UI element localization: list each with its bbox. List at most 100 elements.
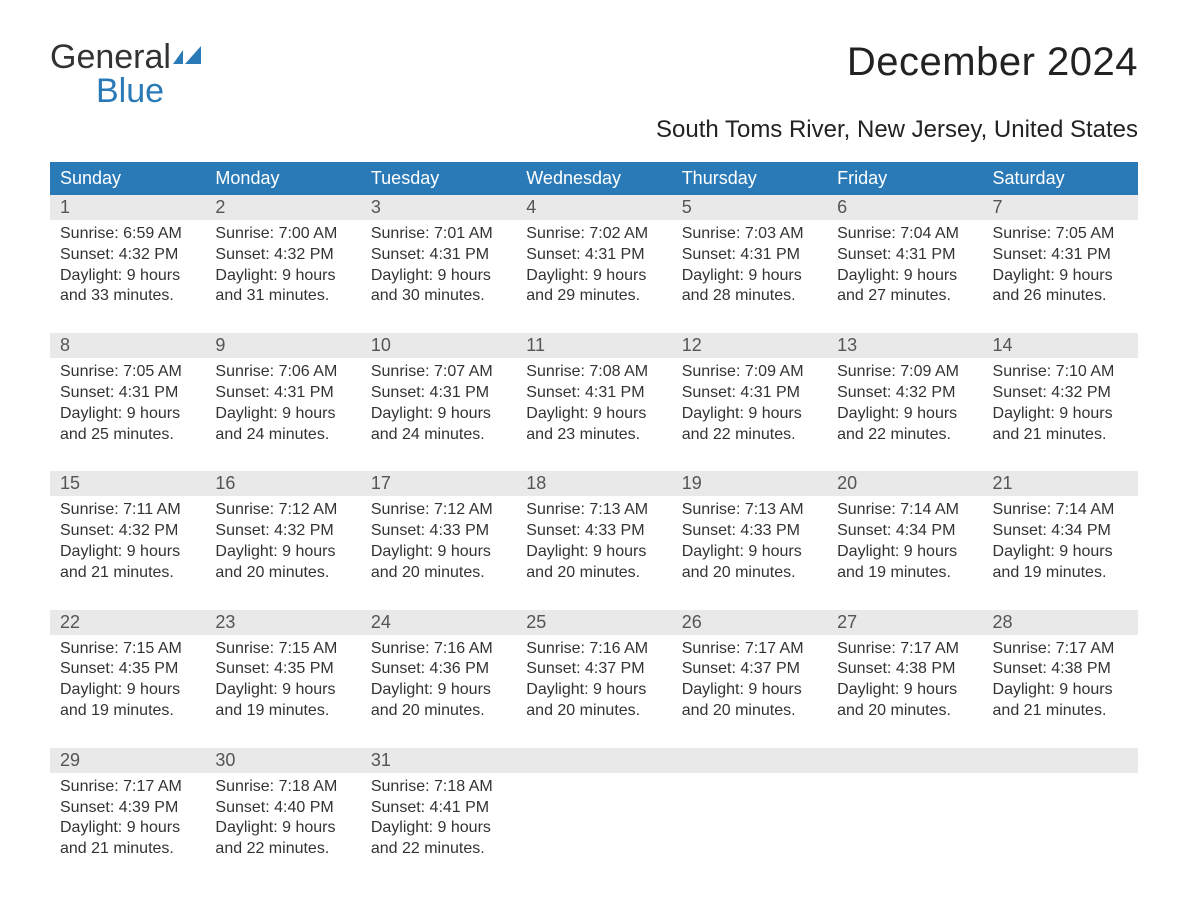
sunset-text: Sunset: 4:32 PM bbox=[60, 521, 195, 542]
sunrise-text: Sunrise: 7:17 AM bbox=[837, 639, 972, 660]
sunrise-text: Sunrise: 7:04 AM bbox=[837, 224, 972, 245]
day-number-cell: 18 bbox=[516, 471, 671, 496]
day-number-cell: 27 bbox=[827, 610, 982, 635]
day-number-cell: 7 bbox=[983, 195, 1138, 220]
day-data-cell: Sunrise: 7:17 AMSunset: 4:38 PMDaylight:… bbox=[827, 635, 982, 728]
sunrise-text: Sunrise: 7:10 AM bbox=[993, 362, 1128, 383]
day-number-cell: 25 bbox=[516, 610, 671, 635]
sunset-text: Sunset: 4:36 PM bbox=[371, 659, 506, 680]
daylight-text-2: and 22 minutes. bbox=[371, 839, 506, 860]
sunset-text: Sunset: 4:32 PM bbox=[215, 245, 350, 266]
day-data-cell: Sunrise: 7:15 AMSunset: 4:35 PMDaylight:… bbox=[205, 635, 360, 728]
day-header: Monday bbox=[205, 162, 360, 195]
daylight-text-1: Daylight: 9 hours bbox=[215, 818, 350, 839]
day-data-cell: Sunrise: 6:59 AMSunset: 4:32 PMDaylight:… bbox=[50, 220, 205, 313]
logo: General Blue bbox=[50, 40, 209, 108]
daylight-text-2: and 33 minutes. bbox=[60, 286, 195, 307]
week-spacer bbox=[50, 728, 1138, 748]
week-data-row: Sunrise: 7:11 AMSunset: 4:32 PMDaylight:… bbox=[50, 496, 1138, 589]
daylight-text-2: and 20 minutes. bbox=[682, 563, 817, 584]
daylight-text-1: Daylight: 9 hours bbox=[526, 266, 661, 287]
day-data-cell: Sunrise: 7:02 AMSunset: 4:31 PMDaylight:… bbox=[516, 220, 671, 313]
day-data-cell: Sunrise: 7:14 AMSunset: 4:34 PMDaylight:… bbox=[983, 496, 1138, 589]
day-data-cell: Sunrise: 7:17 AMSunset: 4:38 PMDaylight:… bbox=[983, 635, 1138, 728]
sunrise-text: Sunrise: 7:18 AM bbox=[215, 777, 350, 798]
daylight-text-2: and 30 minutes. bbox=[371, 286, 506, 307]
day-data-cell: Sunrise: 7:00 AMSunset: 4:32 PMDaylight:… bbox=[205, 220, 360, 313]
day-number-cell: 4 bbox=[516, 195, 671, 220]
sunrise-text: Sunrise: 7:00 AM bbox=[215, 224, 350, 245]
day-number-cell: 5 bbox=[672, 195, 827, 220]
day-number-cell: 29 bbox=[50, 748, 205, 773]
daylight-text-1: Daylight: 9 hours bbox=[60, 542, 195, 563]
daylight-text-1: Daylight: 9 hours bbox=[371, 818, 506, 839]
calendar-table: Sunday Monday Tuesday Wednesday Thursday… bbox=[50, 162, 1138, 866]
week-daynum-row: 22232425262728 bbox=[50, 610, 1138, 635]
daylight-text-1: Daylight: 9 hours bbox=[837, 404, 972, 425]
daylight-text-1: Daylight: 9 hours bbox=[215, 266, 350, 287]
day-header: Saturday bbox=[983, 162, 1138, 195]
daylight-text-2: and 20 minutes. bbox=[215, 563, 350, 584]
daylight-text-2: and 21 minutes. bbox=[993, 701, 1128, 722]
day-data-cell: Sunrise: 7:08 AMSunset: 4:31 PMDaylight:… bbox=[516, 358, 671, 451]
day-number-cell: 20 bbox=[827, 471, 982, 496]
daylight-text-1: Daylight: 9 hours bbox=[371, 404, 506, 425]
daylight-text-1: Daylight: 9 hours bbox=[837, 680, 972, 701]
day-data-cell: Sunrise: 7:16 AMSunset: 4:37 PMDaylight:… bbox=[516, 635, 671, 728]
sunset-text: Sunset: 4:32 PM bbox=[837, 383, 972, 404]
daylight-text-1: Daylight: 9 hours bbox=[215, 680, 350, 701]
day-number-cell: 19 bbox=[672, 471, 827, 496]
day-number-cell: 15 bbox=[50, 471, 205, 496]
daylight-text-1: Daylight: 9 hours bbox=[993, 680, 1128, 701]
sunrise-text: Sunrise: 7:07 AM bbox=[371, 362, 506, 383]
day-data-cell bbox=[983, 773, 1138, 866]
day-number-cell: 24 bbox=[361, 610, 516, 635]
day-number-cell bbox=[516, 748, 671, 773]
sunrise-text: Sunrise: 7:09 AM bbox=[682, 362, 817, 383]
day-data-cell: Sunrise: 7:18 AMSunset: 4:41 PMDaylight:… bbox=[361, 773, 516, 866]
daylight-text-2: and 26 minutes. bbox=[993, 286, 1128, 307]
week-data-row: Sunrise: 6:59 AMSunset: 4:32 PMDaylight:… bbox=[50, 220, 1138, 313]
day-data-cell: Sunrise: 7:04 AMSunset: 4:31 PMDaylight:… bbox=[827, 220, 982, 313]
day-header-row: Sunday Monday Tuesday Wednesday Thursday… bbox=[50, 162, 1138, 195]
daylight-text-1: Daylight: 9 hours bbox=[371, 542, 506, 563]
logo-line1: General bbox=[50, 38, 171, 76]
sunset-text: Sunset: 4:31 PM bbox=[526, 245, 661, 266]
day-number-cell: 6 bbox=[827, 195, 982, 220]
daylight-text-2: and 19 minutes. bbox=[993, 563, 1128, 584]
sunset-text: Sunset: 4:31 PM bbox=[526, 383, 661, 404]
day-data-cell: Sunrise: 7:05 AMSunset: 4:31 PMDaylight:… bbox=[50, 358, 205, 451]
daylight-text-2: and 21 minutes. bbox=[60, 563, 195, 584]
sunset-text: Sunset: 4:35 PM bbox=[60, 659, 195, 680]
week-daynum-row: 293031 bbox=[50, 748, 1138, 773]
day-number-cell: 16 bbox=[205, 471, 360, 496]
day-number-cell: 31 bbox=[361, 748, 516, 773]
daylight-text-1: Daylight: 9 hours bbox=[371, 680, 506, 701]
daylight-text-1: Daylight: 9 hours bbox=[60, 818, 195, 839]
day-data-cell: Sunrise: 7:12 AMSunset: 4:32 PMDaylight:… bbox=[205, 496, 360, 589]
week-data-row: Sunrise: 7:17 AMSunset: 4:39 PMDaylight:… bbox=[50, 773, 1138, 866]
daylight-text-2: and 25 minutes. bbox=[60, 425, 195, 446]
day-data-cell: Sunrise: 7:06 AMSunset: 4:31 PMDaylight:… bbox=[205, 358, 360, 451]
daylight-text-1: Daylight: 9 hours bbox=[993, 404, 1128, 425]
day-number-cell: 13 bbox=[827, 333, 982, 358]
location-subtitle: South Toms River, New Jersey, United Sta… bbox=[50, 116, 1138, 144]
day-number-cell: 10 bbox=[361, 333, 516, 358]
daylight-text-1: Daylight: 9 hours bbox=[215, 542, 350, 563]
daylight-text-2: and 31 minutes. bbox=[215, 286, 350, 307]
week-daynum-row: 15161718192021 bbox=[50, 471, 1138, 496]
day-data-cell: Sunrise: 7:14 AMSunset: 4:34 PMDaylight:… bbox=[827, 496, 982, 589]
sunrise-text: Sunrise: 7:12 AM bbox=[371, 500, 506, 521]
day-number-cell: 1 bbox=[50, 195, 205, 220]
week-data-row: Sunrise: 7:05 AMSunset: 4:31 PMDaylight:… bbox=[50, 358, 1138, 451]
daylight-text-2: and 20 minutes. bbox=[371, 563, 506, 584]
sunrise-text: Sunrise: 7:06 AM bbox=[215, 362, 350, 383]
day-number-cell: 11 bbox=[516, 333, 671, 358]
sunrise-text: Sunrise: 7:11 AM bbox=[60, 500, 195, 521]
sunset-text: Sunset: 4:35 PM bbox=[215, 659, 350, 680]
day-header: Thursday bbox=[672, 162, 827, 195]
day-data-cell: Sunrise: 7:03 AMSunset: 4:31 PMDaylight:… bbox=[672, 220, 827, 313]
daylight-text-2: and 20 minutes. bbox=[526, 701, 661, 722]
day-data-cell: Sunrise: 7:09 AMSunset: 4:32 PMDaylight:… bbox=[827, 358, 982, 451]
sunset-text: Sunset: 4:37 PM bbox=[682, 659, 817, 680]
